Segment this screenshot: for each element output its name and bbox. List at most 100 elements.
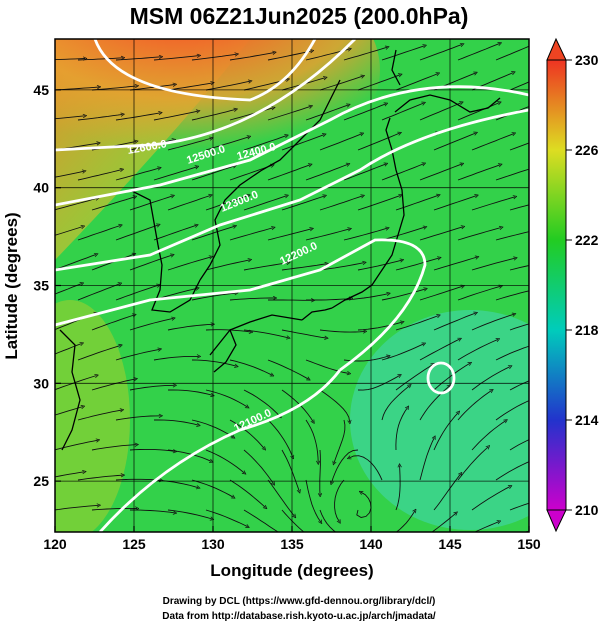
y-tick-label: 30: [33, 375, 49, 391]
streamline: [419, 164, 462, 181]
streamline: [229, 479, 266, 508]
streamline: [433, 257, 477, 271]
streamline: [473, 522, 499, 532]
streamline: [229, 228, 273, 241]
streamline: [229, 53, 274, 61]
streamline: [495, 45, 529, 61]
streamline: [129, 85, 175, 91]
streamline: [77, 114, 123, 121]
streamline: [495, 290, 529, 301]
contour-12500: [55, 39, 356, 152]
x-tick-label: 135: [280, 536, 304, 552]
streamline: [55, 284, 82, 295]
colorbar-tick-label: 230: [575, 52, 599, 68]
streamline: [534, 534, 579, 540]
contour-12100: [98, 369, 342, 532]
streamline: [305, 105, 348, 121]
streamline: [55, 440, 98, 451]
map-title: MSM 06Z21Jun2025 (200.0hPa): [130, 3, 469, 29]
streamline: [167, 257, 211, 271]
streamline: [509, 380, 529, 391]
streamline: [319, 389, 350, 422]
streamline: [267, 359, 309, 379]
streamline: [332, 449, 359, 483]
grid-lines: [55, 39, 529, 532]
streamline: [319, 196, 363, 211]
streamline: [419, 44, 462, 61]
height-contours: [55, 39, 529, 532]
contour-12300: [55, 108, 529, 272]
streamline: [357, 75, 400, 91]
streamline: [115, 57, 161, 61]
streamline: [77, 410, 122, 421]
x-tick-label: 150: [517, 536, 541, 552]
streamline: [115, 285, 159, 301]
streamline: [419, 386, 449, 421]
streamline: [433, 196, 477, 211]
streamline: [153, 167, 197, 181]
streamline: [243, 449, 274, 484]
streamline: [395, 466, 400, 511]
x-tick-label: 145: [438, 536, 462, 552]
streamline: [357, 133, 400, 151]
streamline: [191, 419, 233, 437]
streamline: [153, 56, 199, 61]
streamline: [457, 228, 501, 241]
y-axis-ticks: 25 30 35 40 45: [33, 82, 61, 489]
streamline: [343, 228, 387, 241]
streamline: [457, 103, 500, 121]
x-tick-label: 120: [43, 536, 67, 552]
streamline: [381, 386, 410, 421]
streamline: [191, 359, 236, 366]
streamline: [267, 419, 293, 457]
streamline: [381, 344, 424, 361]
streamline: [129, 255, 172, 271]
streamline: [229, 298, 275, 301]
streamline: [115, 479, 161, 480]
x-tick-label: 130: [201, 536, 225, 552]
streamline: [115, 349, 160, 361]
streamline: [55, 171, 84, 178]
streamline: [77, 475, 123, 481]
streamline: [471, 134, 514, 151]
streamline: [77, 225, 121, 241]
streamline: [433, 363, 470, 391]
streamline: [395, 316, 439, 331]
streamline: [91, 315, 134, 331]
credit-data: Data from http://database.rish.kyoto-u.a…: [162, 611, 436, 622]
streamline: [320, 449, 321, 495]
streamline: [154, 540, 199, 545]
streamline: [471, 367, 510, 391]
streamline: [153, 479, 198, 488]
x-axis-label: Longitude (degrees): [210, 561, 373, 580]
streamline: [381, 289, 426, 301]
streamline: [495, 231, 529, 241]
streamline: [457, 43, 500, 61]
streamline: [55, 407, 83, 416]
streamline: [510, 13, 552, 30]
streamline: [306, 540, 348, 556]
streamline: [130, 509, 175, 513]
streamline: [168, 389, 213, 395]
streamline: [229, 108, 273, 121]
streamline: [55, 505, 99, 511]
streamline: [471, 421, 506, 451]
streamline: [433, 412, 458, 451]
streamline: [129, 385, 175, 391]
streamline: [115, 416, 161, 421]
contour-12600: [93, 39, 317, 102]
streamline: [305, 419, 318, 463]
streamline: [395, 74, 438, 91]
streamline: [305, 359, 349, 373]
streamline: [305, 479, 321, 522]
streamline: [243, 389, 280, 417]
colorbar-tick-label: 226: [575, 142, 599, 158]
streamline: [91, 445, 137, 451]
streamline: [343, 104, 386, 121]
streamline: [433, 133, 476, 151]
streamline: [115, 113, 160, 121]
contour-closed-small: [426, 361, 456, 395]
streamline: [509, 265, 529, 271]
streamline: [230, 540, 273, 555]
streamline: [343, 164, 386, 181]
